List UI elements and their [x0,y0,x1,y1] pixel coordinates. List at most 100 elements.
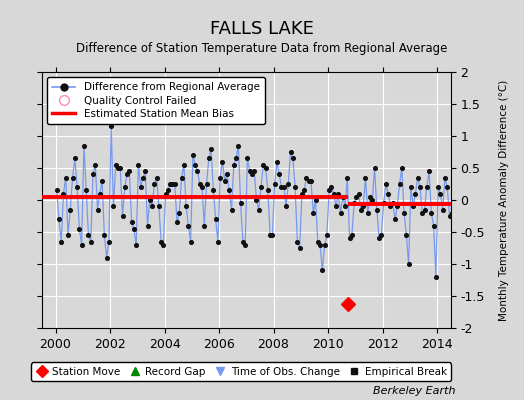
Point [361,174,369,181]
Point [379,200,388,206]
Point [129,226,138,232]
Point [334,190,342,197]
Point [366,194,374,200]
Point [302,174,311,181]
Point [316,242,324,248]
Point [191,162,199,168]
Point [425,168,433,174]
Point [152,174,161,181]
Point [52,187,61,194]
Point [447,210,456,216]
Point [357,206,365,213]
Point [293,238,301,245]
Point [368,197,376,203]
Point [157,238,165,245]
Point [211,216,220,222]
Point [313,238,322,245]
Point [272,158,281,165]
Point [282,203,290,210]
Legend: Difference from Regional Average, Quality Control Failed, Estimated Station Mean: Difference from Regional Average, Qualit… [47,77,265,124]
Point [259,162,267,168]
Point [100,232,108,238]
Point [243,155,252,162]
Point [429,222,438,229]
Point [225,187,233,194]
Point [159,242,168,248]
Text: Difference of Station Temperature Data from Regional Average: Difference of Station Temperature Data f… [77,42,447,55]
Point [402,232,410,238]
Point [189,152,197,158]
Point [146,197,154,203]
Point [318,267,326,274]
Point [416,184,424,190]
Point [261,165,270,171]
Point [187,238,195,245]
Point [347,232,356,238]
Point [452,168,461,174]
Point [343,174,352,181]
Point [200,222,209,229]
Point [59,190,68,197]
Point [91,162,100,168]
Point [175,210,183,216]
Point [71,155,79,162]
Point [436,190,444,197]
Point [384,190,392,197]
Point [345,235,354,242]
Point [195,181,204,187]
Point [218,158,226,165]
Point [238,238,247,245]
Point [375,235,383,242]
Point [80,142,88,149]
Point [78,242,86,248]
Point [450,187,458,194]
Point [359,203,367,210]
Point [407,184,415,190]
Point [252,197,260,203]
Point [73,184,81,190]
Point [136,184,145,190]
Point [289,155,297,162]
Point [177,174,185,181]
Point [116,165,124,171]
Point [139,174,147,181]
Point [223,171,231,178]
Point [180,162,188,168]
Legend: Station Move, Record Gap, Time of Obs. Change, Empirical Break: Station Move, Record Gap, Time of Obs. C… [31,362,451,381]
Point [214,238,222,245]
Point [98,178,106,184]
Point [413,174,422,181]
Point [209,187,217,194]
Point [132,242,140,248]
Point [257,184,265,190]
Point [279,184,288,190]
Point [434,184,442,190]
Point [388,200,397,206]
Point [95,190,104,197]
Point [168,181,177,187]
Point [161,190,170,197]
Point [66,206,74,213]
Point [325,187,333,194]
Point [350,200,358,206]
Point [443,184,451,190]
Point [170,181,179,187]
Point [141,168,149,174]
Point [57,238,66,245]
Point [439,206,447,213]
Point [84,232,93,238]
Point [370,165,379,171]
Point [381,181,390,187]
Point [327,184,335,190]
Point [398,165,406,171]
Point [54,216,63,222]
Point [300,187,308,194]
Point [454,206,463,213]
Point [296,245,304,251]
Point [277,184,286,190]
Point [118,213,127,219]
Point [352,194,361,200]
Point [393,203,401,210]
Point [456,222,465,229]
Point [198,184,206,190]
